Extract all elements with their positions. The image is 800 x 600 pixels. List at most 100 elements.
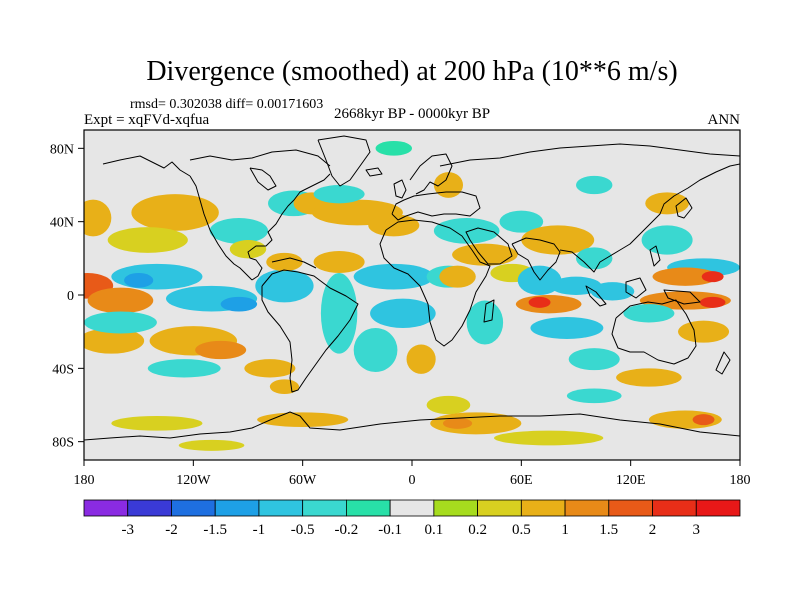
y-tick-label: 40S [52, 362, 74, 377]
colorbar-swatch [127, 499, 172, 517]
coast-japan [675, 197, 693, 219]
divergence-anomaly [452, 243, 518, 266]
divergence-anomaly [147, 359, 221, 378]
divergence-anomaly [375, 141, 412, 156]
colorbar-swatch [652, 499, 697, 517]
divergence-anomaly [576, 175, 613, 195]
y-axis: 80N 40N 0 40S 80S [50, 142, 84, 451]
coast-hudson-bay [249, 167, 277, 191]
coast-greenland [317, 135, 371, 187]
colorbar-label: 3 [693, 522, 701, 538]
divergence-anomaly [84, 199, 112, 237]
divergence-anomaly [353, 263, 434, 290]
x-tick-label: 120E [616, 473, 646, 488]
coast-borneo [625, 277, 647, 299]
divergence-anomaly [313, 185, 365, 204]
x-tick-label: 180 [74, 473, 95, 488]
divergence-anomaly [678, 320, 730, 343]
chart-title: Divergence (smoothed) at 200 hPa (10**6 … [146, 56, 677, 87]
divergence-anomaly [442, 417, 473, 429]
x-tick-label: 180 [730, 473, 751, 488]
coast-new-guinea [663, 289, 701, 305]
divergence-anomaly [111, 263, 203, 290]
colorbar-swatch [433, 499, 479, 517]
divergence-anomaly [433, 218, 500, 244]
colorbar-swatch [695, 499, 741, 517]
y-tick-label: 80N [50, 142, 74, 157]
coast-arabia [465, 227, 513, 265]
coast-south-america [261, 269, 359, 393]
divergence-anomaly [426, 395, 471, 415]
divergence-anomaly [590, 282, 635, 301]
divergence-anomaly [616, 368, 682, 387]
divergence-anomaly [576, 247, 613, 270]
colorbar-swatch [258, 499, 304, 517]
x-axis: 180 120W 60W 0 60E 120E 180 [74, 460, 751, 488]
divergence-anomaly [494, 430, 604, 446]
colorbar-label: -1.5 [203, 522, 227, 538]
divergence-anomaly [652, 267, 719, 286]
divergence-anomaly [255, 269, 314, 303]
divergence-anomaly [692, 414, 715, 426]
divergence-anomaly [84, 328, 145, 354]
coast-iceland [365, 167, 383, 177]
divergence-anomaly [466, 300, 504, 345]
divergence-anomaly [269, 379, 300, 394]
divergence-anomaly [244, 359, 296, 378]
divergence-anomaly [406, 344, 436, 374]
colorbar-label: -2 [165, 522, 178, 538]
divergence-anomaly [517, 265, 562, 296]
divergence-anomaly [111, 416, 203, 431]
coast-europe [391, 191, 481, 221]
experiment-label: Expt = xqFVd-xqfua [84, 112, 209, 128]
divergence-anomaly [220, 296, 258, 312]
x-tick-label: 60W [289, 473, 317, 488]
coast-british-isles [393, 179, 407, 199]
coast-asia-arctic [439, 143, 740, 167]
divergence-anomaly [353, 328, 398, 372]
colorbar-swatch [477, 499, 522, 517]
colorbar-label: -3 [121, 522, 134, 538]
divergence-anomaly [528, 296, 551, 308]
divergence-anomaly [178, 439, 245, 451]
x-tick-label: 120W [176, 473, 211, 488]
divergence-anomaly [521, 225, 595, 255]
y-tick-label: 80S [52, 436, 74, 451]
divergence-anomaly [433, 172, 464, 198]
divergence-anomaly [370, 298, 436, 329]
coast-india [511, 237, 561, 281]
season-label: ANN [708, 112, 741, 128]
x-tick-label: 60E [510, 473, 533, 488]
period-label: 2668kyr BP - 0000kyr BP [334, 106, 490, 122]
colorbar-label: -0.2 [335, 522, 359, 538]
divergence-anomaly [499, 210, 544, 233]
divergence-anomaly [701, 271, 724, 283]
divergence-anomaly [266, 252, 303, 272]
divergence-anomaly [131, 194, 219, 231]
divergence-anomaly [568, 348, 620, 371]
divergence-anomaly [84, 311, 157, 334]
coast-north-america-west [189, 175, 253, 281]
coast-madagascar [483, 299, 495, 323]
coast-arctic-canada [189, 149, 331, 167]
divergence-anomaly [107, 227, 188, 253]
colorbar-label: 0.2 [468, 522, 487, 538]
coast-alaska [102, 155, 191, 177]
divergence-anomaly [566, 388, 622, 404]
coast-gulf-and-east-us [247, 173, 331, 281]
coast-antarctica [84, 411, 740, 441]
divergence-anomaly [320, 273, 358, 354]
colorbar-label: 1.5 [599, 522, 618, 538]
divergence-anomaly [209, 218, 269, 244]
divergence-anomaly [313, 251, 365, 273]
colorbar-swatch [608, 499, 653, 517]
coastlines [84, 135, 740, 441]
colorbar: -3 -2 -1.5 -1 -0.5 -0.2 -0.1 0.1 0.2 0.5 1 1.5 2 3 [83, 499, 741, 538]
divergence-anomaly [641, 225, 693, 255]
divergence-anomaly [195, 340, 247, 360]
divergence-anomaly [439, 265, 476, 288]
coast-new-zealand [715, 351, 731, 375]
coast-philippines [649, 245, 661, 267]
divergence-anomaly [430, 412, 522, 435]
